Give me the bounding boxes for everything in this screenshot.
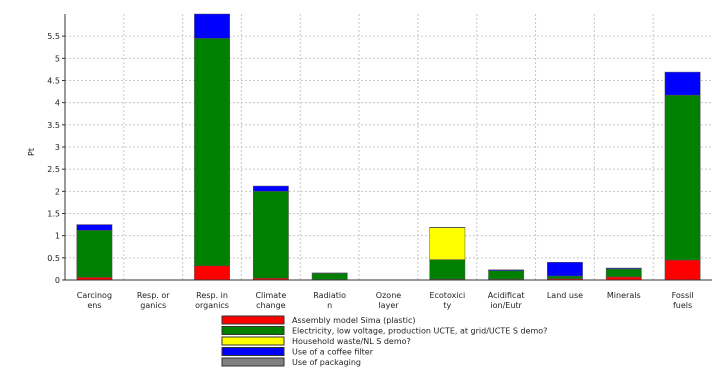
- x-category-label: ion/Eutr: [490, 301, 522, 310]
- x-category-label: Fossil: [672, 291, 694, 300]
- bar-segment-2: [194, 38, 230, 267]
- x-category-label: change: [256, 301, 286, 310]
- legend-swatch: [221, 315, 285, 325]
- x-category-label: Minerals: [607, 291, 641, 300]
- x-category-label: Carcinog: [77, 291, 112, 300]
- y-tick-label: 4.5: [47, 77, 60, 86]
- bar-segment-1: [664, 259, 701, 281]
- x-category-label: Ozone: [376, 291, 401, 300]
- legend: Assembly model Sima (plastic) Electricity…: [221, 315, 547, 367]
- bar-segment-4: [194, 13, 230, 39]
- legend-swatch: [221, 357, 285, 367]
- grid-lines: [65, 14, 712, 280]
- bar-segment-4: [605, 267, 642, 270]
- bar-segment-2: [547, 275, 583, 279]
- bar-segment-2: [429, 259, 466, 280]
- x-category-label: Resp. in: [196, 291, 228, 300]
- bar-segment-4: [488, 269, 525, 271]
- x-category-label: organics: [195, 301, 229, 310]
- y-tick-label: 3.5: [47, 121, 60, 130]
- x-category-label: ganics: [140, 301, 166, 310]
- x-category-label: ens: [87, 301, 101, 310]
- y-ticks: 0 0.5 1 1.5 2 2.5 3 3.5 4 4.5 5 5.5: [47, 32, 65, 285]
- x-category-label: Radiatio: [313, 291, 346, 300]
- bar-segment-2: [488, 270, 525, 280]
- x-category-label: n: [327, 301, 332, 310]
- x-category-label: Climate: [255, 291, 286, 300]
- legend-swatch: [221, 326, 285, 335]
- legend-label: Use of a coffee filter: [292, 348, 374, 357]
- legend-swatch: [221, 347, 285, 356]
- x-category-label: Ecotoxici: [429, 291, 465, 300]
- bar-segment-3: [429, 227, 466, 260]
- y-tick-label: 2: [55, 187, 60, 196]
- y-tick-label: 2.5: [47, 165, 60, 174]
- bar-segment-2: [311, 273, 348, 280]
- legend-swatch: [221, 336, 285, 346]
- bar-segment-4: [547, 262, 583, 277]
- y-tick-label: 4: [55, 99, 60, 108]
- bar-segment-4: [252, 185, 289, 192]
- legend-label: Assembly model Sima (plastic): [292, 316, 415, 325]
- legend-label: Use of packaging: [292, 358, 361, 367]
- bar-segment-4: [664, 71, 701, 96]
- y-tick-label: 0.5: [47, 254, 60, 263]
- bar-segment-4: [76, 224, 113, 231]
- x-category-label: Resp. or: [137, 291, 170, 300]
- bar-segment-2: [252, 191, 289, 279]
- x-category-label: Acidificat: [488, 291, 525, 300]
- y-tick-label: 5: [55, 54, 60, 63]
- x-category-label: ty: [443, 301, 451, 310]
- y-tick-label: 0: [55, 276, 60, 285]
- x-category-label: layer: [378, 301, 399, 310]
- y-tick-label: 5.5: [47, 32, 60, 41]
- x-category-label: Land use: [547, 291, 583, 300]
- y-tick-label: 3: [55, 143, 60, 152]
- y-tick-label: 1.5: [47, 210, 60, 219]
- legend-label: Household waste/NL S demo?: [292, 337, 411, 346]
- bar-segment-1: [194, 265, 230, 281]
- x-category-label: fuels: [673, 301, 692, 310]
- y-axis-label: Pt: [27, 148, 36, 156]
- bar-segment-2: [76, 230, 113, 278]
- bar-segment-2: [664, 94, 701, 261]
- bar-segment-2: [605, 268, 642, 278]
- y-tick-label: 1: [55, 232, 60, 241]
- legend-label: Electricity, low voltage, production UCT…: [292, 327, 547, 336]
- bars: [76, 13, 701, 281]
